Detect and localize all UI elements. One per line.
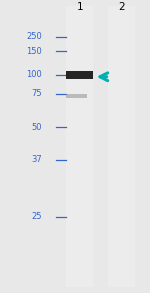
- Text: 2: 2: [118, 2, 125, 12]
- Text: 37: 37: [31, 155, 42, 164]
- Text: 250: 250: [26, 32, 42, 41]
- Text: 75: 75: [31, 89, 42, 98]
- Text: 150: 150: [26, 47, 42, 56]
- Bar: [108, 6, 135, 287]
- Text: 100: 100: [26, 70, 42, 79]
- Bar: [66, 6, 93, 287]
- Bar: [66, 71, 93, 79]
- Bar: [66, 94, 87, 98]
- Text: 1: 1: [77, 2, 84, 12]
- Text: 50: 50: [32, 123, 42, 132]
- Text: 25: 25: [32, 212, 42, 221]
